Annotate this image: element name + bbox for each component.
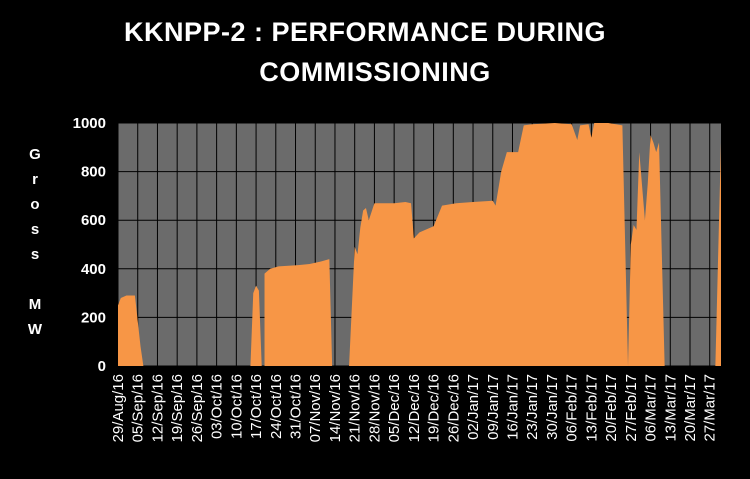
x-tick-label: 12/Dec/16 [406, 374, 423, 442]
y-tick-label: 200 [81, 309, 106, 326]
x-tick-label: 31/Oct/16 [288, 374, 305, 439]
y-tick-label: 400 [81, 261, 106, 278]
chart-title: KKNPP-2 : PERFORMANCE DURING COMMISSIONI… [0, 12, 750, 92]
series-area-group [118, 123, 721, 366]
y-axis-label-char: M [28, 296, 42, 313]
x-tick-label: 17/Oct/16 [248, 374, 265, 439]
x-tick-label: 07/Nov/16 [307, 374, 324, 442]
x-tick-label: 13/Mar/17 [662, 374, 679, 442]
x-tick-label: 27/Mar/17 [702, 374, 719, 442]
y-axis-label-char: s [30, 246, 40, 263]
chart-title-line-2: COMMISSIONING [259, 57, 491, 87]
series-area [118, 123, 721, 366]
x-tick-label: 30/Jan/17 [544, 374, 561, 440]
x-tick-label: 19/Sep/16 [169, 374, 186, 442]
y-axis-label-char: W [27, 321, 43, 338]
x-tick-label: 21/Nov/16 [347, 374, 364, 442]
x-tick-label: 16/Jan/17 [504, 374, 521, 440]
x-tick-label: 26/Sep/16 [189, 374, 206, 442]
x-tick-label: 27/Feb/17 [623, 374, 640, 442]
y-tick-label: 1000 [73, 115, 106, 132]
x-tick-label: 20/Mar/17 [682, 374, 699, 442]
y-axis-label-char: s [30, 221, 40, 238]
y-axis-label-char: r [32, 171, 38, 188]
y-tick-label: 600 [81, 212, 106, 229]
y-axis-label-char: o [30, 196, 40, 213]
x-tick-label: 14/Nov/16 [327, 374, 344, 442]
x-tick-label: 12/Sep/16 [149, 374, 166, 442]
x-tick-label: 28/Nov/16 [366, 374, 383, 442]
x-tick-label: 05/Sep/16 [130, 374, 147, 442]
x-tick-label: 09/Jan/17 [485, 374, 502, 440]
x-tick-label: 02/Jan/17 [465, 374, 482, 440]
y-tick-label: 800 [81, 164, 106, 181]
x-tick-label: 06/Mar/17 [643, 374, 660, 442]
chart-title-line-1: KKNPP-2 : PERFORMANCE DURING [123, 17, 607, 47]
x-tick-label: 06/Feb/17 [564, 374, 581, 442]
y-ticks: 0 200 400 600 800 1000 [73, 115, 106, 375]
x-ticks: 29/Aug/16 05/Sep/16 12/Sep/16 19/Sep/16 26/S… [110, 374, 719, 442]
y-tick-label: 0 [98, 358, 106, 375]
x-tick-label: 05/Dec/16 [386, 374, 403, 442]
x-tick-label: 19/Dec/16 [426, 374, 443, 442]
x-tick-label: 29/Aug/16 [110, 374, 127, 442]
y-axis-label: G r o s s M W [24, 142, 46, 342]
y-axis-label-char: G [29, 146, 41, 163]
x-tick-label: 23/Jan/17 [524, 374, 541, 440]
x-tick-label: 26/Dec/16 [445, 374, 462, 442]
x-tick-label: 20/Feb/17 [603, 374, 620, 442]
x-tick-label: 24/Oct/16 [268, 374, 285, 439]
x-tick-label: 10/Oct/16 [228, 374, 245, 439]
x-tick-label: 13/Feb/17 [583, 374, 600, 442]
x-tick-label: 03/Oct/16 [209, 374, 226, 439]
